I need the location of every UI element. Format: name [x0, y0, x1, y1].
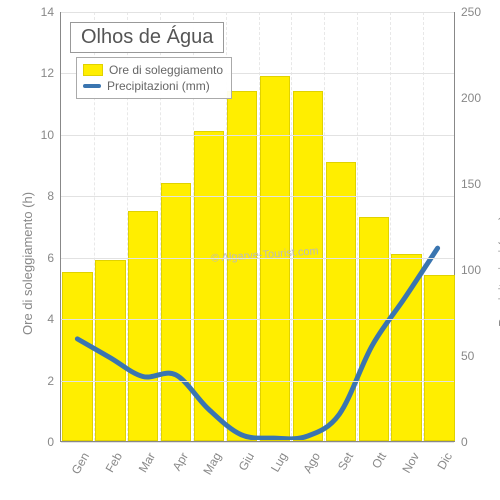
bar	[326, 162, 356, 442]
x-tick: Mar	[121, 450, 158, 500]
x-tick: Mag	[187, 450, 224, 500]
legend-label-bars: Ore di soleggiamento	[109, 62, 223, 78]
x-tick: Lug	[253, 450, 290, 500]
gridline-y	[61, 319, 454, 320]
y-left-tick: 4	[32, 312, 54, 326]
climate-chart: © Algarve-Tourist.com Olhos de Água Ore …	[0, 0, 500, 500]
y-left-tick: 10	[32, 128, 54, 142]
bar	[62, 272, 92, 441]
legend-label-line: Precipitazioni (mm)	[107, 78, 210, 94]
y-right-tick: 0	[461, 435, 468, 449]
bar	[128, 211, 158, 441]
x-tick: Dic	[418, 450, 455, 500]
bar	[359, 217, 389, 441]
y-left-tick: 14	[32, 5, 54, 19]
y-right-tick: 150	[461, 177, 481, 191]
x-tick: Apr	[154, 450, 191, 500]
y-left-tick: 12	[32, 66, 54, 80]
chart-title: Olhos de Água	[70, 22, 224, 53]
x-tick: Set	[319, 450, 356, 500]
y-right-tick: 50	[461, 349, 474, 363]
y-left-tick: 2	[32, 374, 54, 388]
gridline-y	[61, 381, 454, 382]
bar-swatch-icon	[83, 64, 103, 76]
bar	[161, 183, 191, 441]
legend-item-line: Precipitazioni (mm)	[83, 78, 223, 94]
x-tick: Ago	[286, 450, 323, 500]
legend: Ore di soleggiamento Precipitazioni (mm)	[76, 57, 232, 99]
gridline-y	[61, 442, 454, 443]
gridline-y	[61, 196, 454, 197]
y-left-tick: 6	[32, 251, 54, 265]
x-tick: Nov	[385, 450, 422, 500]
bar	[227, 91, 257, 441]
gridline-y	[61, 135, 454, 136]
legend-item-bars: Ore di soleggiamento	[83, 62, 223, 78]
y-right-tick: 250	[461, 5, 481, 19]
x-tick: Giu	[220, 450, 257, 500]
gridline-y	[61, 12, 454, 13]
bar	[95, 260, 125, 441]
bar	[194, 131, 224, 441]
x-tick: Ott	[352, 450, 389, 500]
bar	[391, 254, 421, 441]
y-left-tick: 0	[32, 435, 54, 449]
bar	[293, 91, 323, 441]
gridline-y	[61, 258, 454, 259]
bar	[424, 275, 454, 441]
y-right-tick: 100	[461, 263, 481, 277]
line-swatch-icon	[83, 84, 101, 88]
y-left-tick: 8	[32, 189, 54, 203]
y-axis-right-label: Precipitazioni (mm)	[496, 322, 500, 327]
y-right-tick: 200	[461, 91, 481, 105]
